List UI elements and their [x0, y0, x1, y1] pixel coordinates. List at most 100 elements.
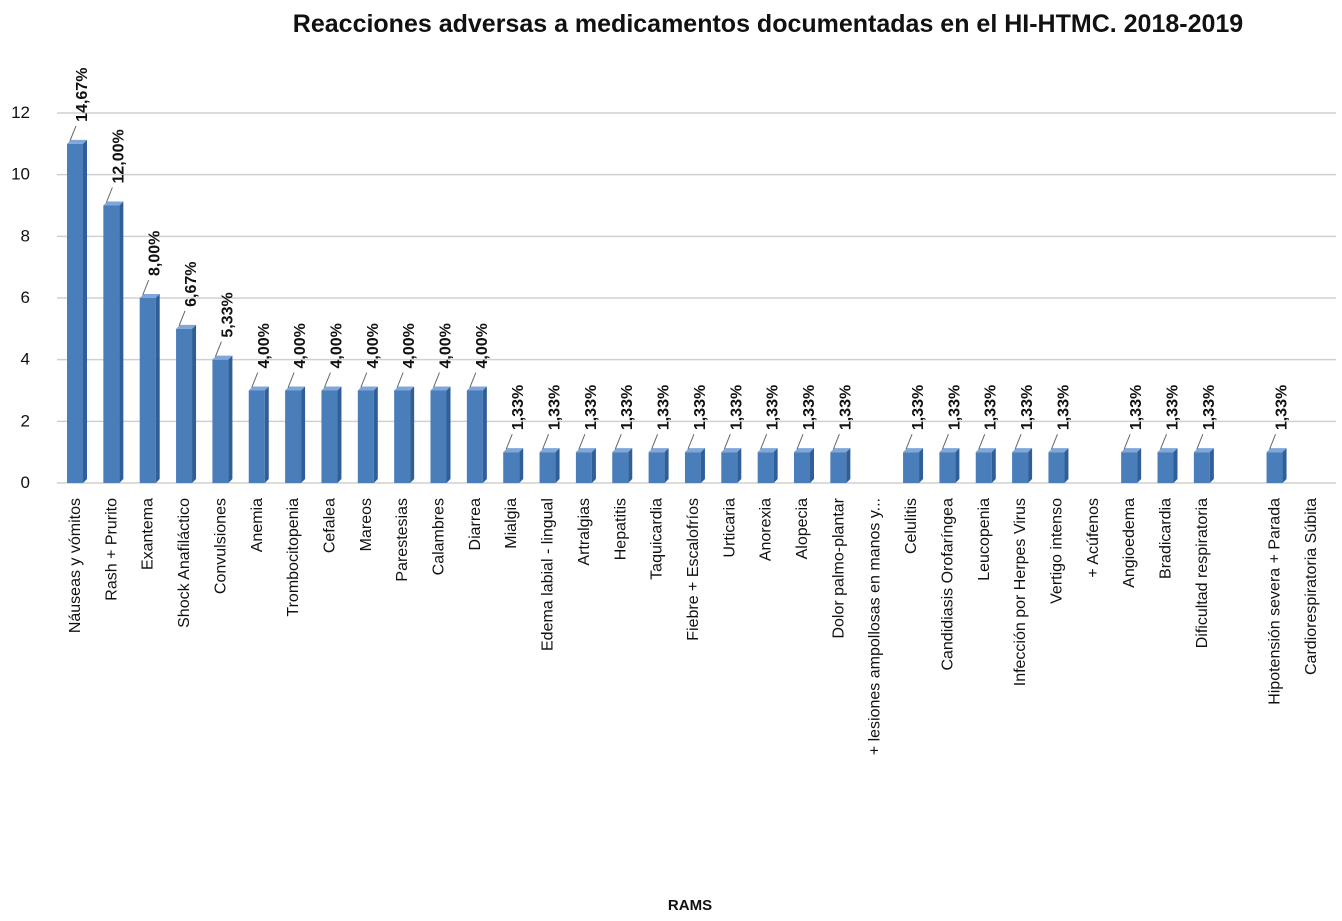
y-tick-label: 8	[21, 226, 30, 245]
data-label: 1,33%	[728, 385, 745, 430]
data-label: 8,00%	[147, 231, 164, 276]
chart-title: Reacciones adversas a medicamentos docum…	[293, 10, 1243, 38]
bar-top	[648, 448, 669, 453]
bar-side	[664, 448, 669, 483]
y-tick-label: 6	[21, 288, 30, 307]
x-tick-label: Parestesias	[394, 498, 411, 582]
bar-side	[155, 294, 160, 483]
x-tick-label: + Acúfenos	[1085, 498, 1102, 578]
bar-top	[757, 448, 778, 453]
bar	[830, 452, 847, 483]
y-tick-label: 12	[11, 103, 30, 122]
x-tick-label: Rash + Prurito	[103, 498, 120, 601]
bar-side	[737, 448, 742, 483]
x-tick-label: Fiebre + Escalofríos	[685, 498, 702, 641]
x-tick-label: + lesiones ampollosas en manos y...	[867, 498, 884, 755]
bar	[503, 452, 520, 483]
leader-line	[360, 372, 368, 388]
x-tick-label: Dificultad respiratoria	[1194, 498, 1211, 648]
data-label: 4,00%	[438, 323, 455, 368]
leader-line	[760, 433, 768, 450]
data-label: 1,33%	[983, 385, 1000, 430]
bar-side	[119, 201, 124, 483]
x-tick-label: Trombocitopenia	[285, 498, 302, 617]
bar-top	[612, 448, 633, 453]
bar-top	[903, 448, 924, 453]
leader-line	[651, 433, 659, 450]
x-tick-label: Dolor palmo-plantar	[830, 497, 847, 638]
bar-side	[1028, 448, 1033, 483]
y-tick-label: 10	[11, 165, 30, 184]
bar	[466, 390, 483, 483]
bar-top	[503, 448, 524, 453]
data-label: 4,00%	[292, 323, 309, 368]
x-tick-label: Vertigo intenso	[1048, 498, 1065, 604]
data-label: 4,00%	[256, 323, 273, 368]
bar	[612, 452, 629, 483]
data-label: 4,00%	[474, 323, 491, 368]
bar-top	[176, 324, 197, 329]
bar-side	[846, 448, 851, 483]
bar-side	[373, 386, 378, 483]
bar-top	[539, 448, 560, 453]
data-label: 1,33%	[837, 385, 854, 430]
bar-side	[773, 448, 778, 483]
data-label: 1,33%	[692, 385, 709, 430]
leader-line	[542, 433, 550, 450]
bar	[757, 452, 774, 483]
data-label: 1,33%	[1274, 385, 1291, 430]
data-label: 1,33%	[801, 385, 818, 430]
bar-side	[192, 324, 197, 483]
x-tick-label: Celulitis	[903, 498, 920, 554]
leader-line	[978, 433, 986, 450]
bar	[394, 390, 411, 483]
bar-side	[83, 139, 87, 484]
bar-side	[919, 448, 924, 483]
bar-top	[139, 294, 160, 298]
leader-line	[69, 125, 77, 142]
x-tick-label: Infección por Herpes Virus	[1012, 498, 1029, 686]
x-tick-label: Bradicardia	[1158, 498, 1175, 579]
x-tick-label: Candidiasis Orofaríngea	[939, 498, 956, 671]
leader-line	[251, 372, 259, 388]
bar	[430, 390, 447, 483]
bar	[139, 298, 156, 483]
data-label: 4,00%	[401, 323, 418, 368]
bar-top	[1157, 448, 1178, 453]
bar-top	[830, 448, 851, 453]
x-tick-label: Mareos	[358, 498, 375, 551]
leader-line	[832, 433, 840, 450]
x-axis-title: RAMS	[668, 897, 712, 914]
bar-side	[1173, 448, 1178, 483]
data-label: 12,00%	[110, 129, 127, 183]
data-label: 1,33%	[765, 385, 782, 430]
leader-line	[505, 433, 513, 450]
x-tick-label: Edema labial - lingual	[540, 498, 557, 651]
leader-line	[142, 279, 150, 296]
bar	[67, 143, 83, 484]
data-label: 1,33%	[619, 385, 636, 430]
data-label: 1,33%	[946, 385, 963, 430]
data-label: 1,33%	[656, 385, 673, 430]
data-label: 1,33%	[1019, 385, 1036, 430]
x-tick-label: Angioedema	[1121, 498, 1138, 588]
leader-line	[796, 433, 804, 450]
x-tick-label: Diarrea	[467, 498, 484, 551]
bar-side	[991, 448, 996, 483]
bar-side	[519, 448, 524, 483]
data-label: 1,33%	[547, 385, 564, 430]
bar	[176, 328, 193, 483]
bar-side	[1137, 448, 1142, 483]
data-label: 1,33%	[1128, 385, 1145, 430]
bar	[648, 452, 665, 483]
x-tick-label: Shock Anafiláctico	[176, 498, 193, 628]
leader-line	[1050, 433, 1058, 450]
y-tick-label: 0	[21, 473, 30, 492]
bar	[1157, 452, 1174, 483]
data-label: 4,00%	[328, 323, 345, 368]
bar-side	[1209, 448, 1214, 483]
x-tick-label: Taquicardia	[649, 498, 666, 580]
data-label: 5,33%	[219, 292, 236, 337]
bar	[357, 390, 374, 483]
